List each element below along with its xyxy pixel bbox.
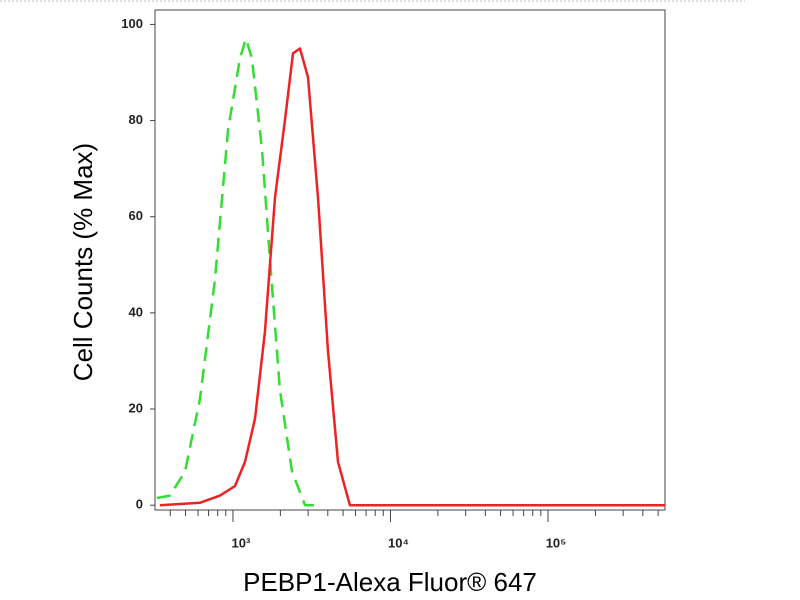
y-tick-label: 100 xyxy=(121,16,143,31)
y-tick-label: 20 xyxy=(129,400,143,415)
y-tick-label: 0 xyxy=(136,497,143,512)
x-tick-label: 10⁵ xyxy=(546,535,567,550)
series-line xyxy=(156,37,320,507)
y-tick-label: 40 xyxy=(129,304,143,319)
y-tick-label: 80 xyxy=(129,112,143,127)
y-axis-label: Cell Counts (% Max) xyxy=(68,143,98,381)
x-tick-label: 10⁴ xyxy=(388,535,409,550)
plot-frame xyxy=(154,9,666,511)
y-tick-label: 60 xyxy=(129,208,143,223)
x-tick-label: 10³ xyxy=(232,535,251,550)
x-axis-label: PEBP1-Alexa Fluor® 647 xyxy=(243,567,537,597)
series-line xyxy=(159,47,665,507)
